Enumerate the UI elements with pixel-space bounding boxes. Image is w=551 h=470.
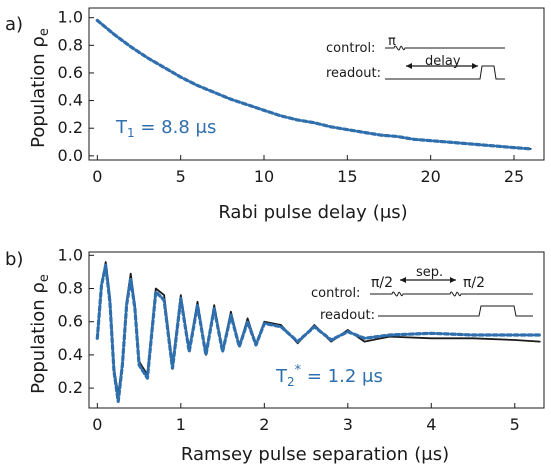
panel-b-ytick-label: 0.2 [58,378,83,397]
panel-b-inset-arrow-left-head [400,277,406,283]
panel-b-annotation: T2* = 1.2 μs [275,363,383,389]
panel-a-series-fit-line [95,18,533,151]
panel-a-annotation: T1 = 8.8 μs [115,117,216,140]
panel-a-annotation-sub: 1 [127,126,135,140]
panel-a-ylabel-sub: e [37,28,52,36]
panel-b-series-fit-line [95,263,542,403]
panel-b-xtick-label: 1 [176,415,186,434]
panel-a-plot-frame [88,7,545,161]
panel-a-xtick-label: 5 [176,167,186,186]
panel-b-inset-arrow-right-head [450,277,456,283]
panel-a-inset: control: π delay readout: [326,34,505,81]
panel-b-inset: π/2 sep. π/2 control: readout: [306,264,540,326]
panel-b-xtick-label: 2 [259,415,269,434]
panel-b-ytick-label: 0.4 [58,345,83,364]
panel-b-inset-sep-label: sep. [416,265,443,280]
panel-a-inset-pulse-label: π [388,34,396,49]
panel-a-xtick-label: 25 [504,167,524,186]
panel-a-xlabel: Rabi pulse delay (μs) [218,202,407,223]
panel-a-xtick-label: 10 [254,167,274,186]
panel-a-xtick-label: 20 [420,167,440,186]
panel-b-xtick-label: 3 [343,415,353,434]
panel-b-ytick-label: 0.8 [58,279,83,298]
panel-b-xlabel-text: Ramsey pulse separation [181,444,408,465]
panel-b-ytick-label: 1.0 [58,245,83,264]
panel-b-inset-control-line [370,291,533,297]
panel-a-xlabel-text: Rabi pulse delay [218,202,367,223]
panel-b-ytick-label: 0.6 [58,312,83,331]
panel-b-annotation-sup: * [295,363,302,378]
panel-a-ytick-label: 0.4 [58,91,83,110]
panel-a-annotation-rest: = 8.8 μs [135,117,217,138]
panel-a-inset-readout-label: readout: [326,66,381,81]
panel-b-inset-pulse-label-2: π/2 [463,275,485,291]
panel-a-label: a) [5,14,23,35]
panel-a-ytick-label: 0.6 [58,63,83,82]
panel-a-ytick-label: 0.0 [58,146,83,165]
panel-b-annotation-sub: 2 [287,375,295,389]
panel-a-inset-arrow-left-head [406,63,412,69]
panel-b-xtick-label: 0 [92,415,102,434]
panel-a-xtick-label: 15 [337,167,357,186]
panel-a-inset-arrow-right-head [472,63,478,69]
panel-a-xunit: (μs) [373,202,408,223]
panel-b-annotation-main: T [275,366,288,387]
panel-b-plot-frame [88,251,545,409]
panel-b-xunit: (μs) [414,444,449,465]
panel-a-inset-control-line [385,45,505,51]
panel-b-inset-control-label: control: [311,286,360,301]
panel-b-ylabel: Population ρe [28,274,52,394]
panel-a-ytick-label: 1.0 [58,8,83,27]
panel-b-ylabel-sub: e [37,274,52,282]
panel-b-label: b) [5,249,23,270]
panel-a-annotation-main: T [115,117,128,138]
panel-a-inset-control-label: control: [326,41,375,56]
panel-a-xtick-label: 0 [92,167,102,186]
panel-b-inset-pulse-label-1: π/2 [371,275,393,291]
panel-a-inset-readout-line [385,65,505,80]
panel-b-xtick-label: 5 [510,415,520,434]
panel-b-ylabel-main: Population ρ [28,282,49,394]
panel-b-inset-readout-label: readout: [320,308,375,323]
plot-layer: 0 5 10 15 20 25 0.0 0.2 0.4 0.6 0.8 1.0 0 1 2 3 4 5 0.2 0.4… [58,7,545,434]
panel-b-annotation-rest: = 1.2 μs [301,366,383,387]
panel-a-ylabel: Population ρe [28,28,52,148]
panel-b-xlabel: Ramsey pulse separation (μs) [181,444,449,465]
panel-a-ylabel-main: Population ρ [28,36,49,148]
panel-a-ytick-label: 0.2 [58,118,83,137]
panel-b-xtick-label: 4 [426,415,436,434]
panel-a-ytick-label: 0.8 [58,35,83,54]
panel-b-inset-readout-line [378,305,533,317]
panel-a-inset-delay-label: delay [425,54,461,69]
